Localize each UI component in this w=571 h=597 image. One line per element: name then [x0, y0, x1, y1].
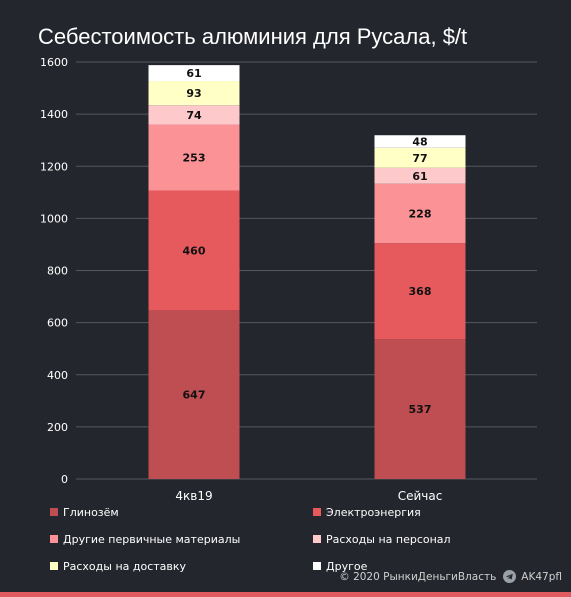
bar-segment [374, 243, 466, 340]
x-axis: 4кв19 Сейчас [175, 489, 442, 500]
bar-segment [148, 105, 240, 125]
legend-item: Расходы на доставку [50, 557, 313, 575]
copyright-text: © 2020 [339, 570, 380, 583]
handle-text: AK47pfl [521, 570, 562, 583]
bar-segment [374, 167, 466, 184]
y-tick-label: 0 [61, 473, 68, 486]
legend-label: Расходы на персонал [326, 532, 451, 546]
bar-segment [148, 190, 240, 311]
bottom-accent-bar [0, 592, 571, 597]
chart-title: Себестоимость алюминия для Русала, $/t [38, 24, 468, 49]
data-label: 253 [183, 152, 206, 165]
brand-text: РынкиДеньгиВласть [383, 570, 497, 583]
legend-swatch [313, 508, 321, 516]
legend-swatch [313, 562, 321, 570]
y-axis: 0 200 400 600 800 1000 1200 1400 1600 [40, 56, 68, 486]
y-tick-label: 1000 [40, 212, 68, 225]
legend-label: Другое [326, 559, 368, 573]
legend-swatch [50, 508, 58, 516]
y-tick-label: 800 [47, 265, 68, 278]
bar-segment [374, 147, 466, 168]
bar-segment [374, 339, 466, 479]
data-label: 537 [409, 403, 432, 416]
bars [148, 65, 466, 479]
legend-item: Другие первичные материалы [50, 530, 313, 548]
gridlines [76, 61, 537, 480]
legend-swatch [50, 535, 58, 543]
data-label: 74 [186, 109, 202, 122]
data-label: 77 [412, 152, 427, 165]
data-label: 61 [186, 67, 201, 80]
y-tick-label: 600 [47, 317, 68, 330]
data-labels: 647 460 253 74 93 61 537 368 228 61 77 48 [183, 67, 432, 416]
legend-swatch [50, 562, 58, 570]
legend: Глинозём Электроэнергия Другие первичные м… [50, 503, 520, 575]
data-label: 48 [412, 135, 427, 148]
legend-item: Глинозём [50, 503, 313, 521]
legend-label: Другие первичные материалы [63, 532, 241, 546]
y-tick-label: 1200 [40, 160, 68, 173]
bar-segment [374, 135, 466, 148]
bar-segment [148, 81, 240, 106]
legend-item: Другое [313, 557, 523, 575]
legend-item: Электроэнергия [313, 503, 523, 521]
bar-segment [148, 65, 240, 82]
x-tick-label: Сейчас [398, 489, 443, 500]
data-label: 93 [186, 87, 201, 100]
bar-segment [148, 124, 240, 191]
y-tick-label: 1600 [40, 56, 68, 69]
y-tick-label: 1400 [40, 108, 68, 121]
legend-item: Расходы на персонал [313, 530, 523, 548]
data-label: 228 [409, 207, 432, 220]
y-tick-label: 200 [47, 421, 68, 434]
y-tick-label: 400 [47, 369, 68, 382]
legend-swatch [313, 535, 321, 543]
data-label: 647 [183, 389, 206, 402]
data-label: 61 [412, 170, 427, 183]
data-label: 460 [183, 244, 206, 257]
legend-label: Глинозём [63, 505, 119, 519]
bar-segment [148, 310, 240, 479]
x-tick-label: 4кв19 [175, 489, 212, 500]
footer: © 2020 РынкиДеньгиВласть AK47pfl [339, 570, 562, 583]
bar-segment [374, 183, 466, 244]
legend-label: Расходы на доставку [63, 559, 187, 573]
telegram-icon [503, 570, 517, 583]
legend-label: Электроэнергия [326, 505, 421, 519]
data-label: 368 [409, 285, 432, 298]
stacked-bar-chart: 0 200 400 600 800 1000 1200 1400 1600 647 460 253 7… [40, 56, 537, 500]
